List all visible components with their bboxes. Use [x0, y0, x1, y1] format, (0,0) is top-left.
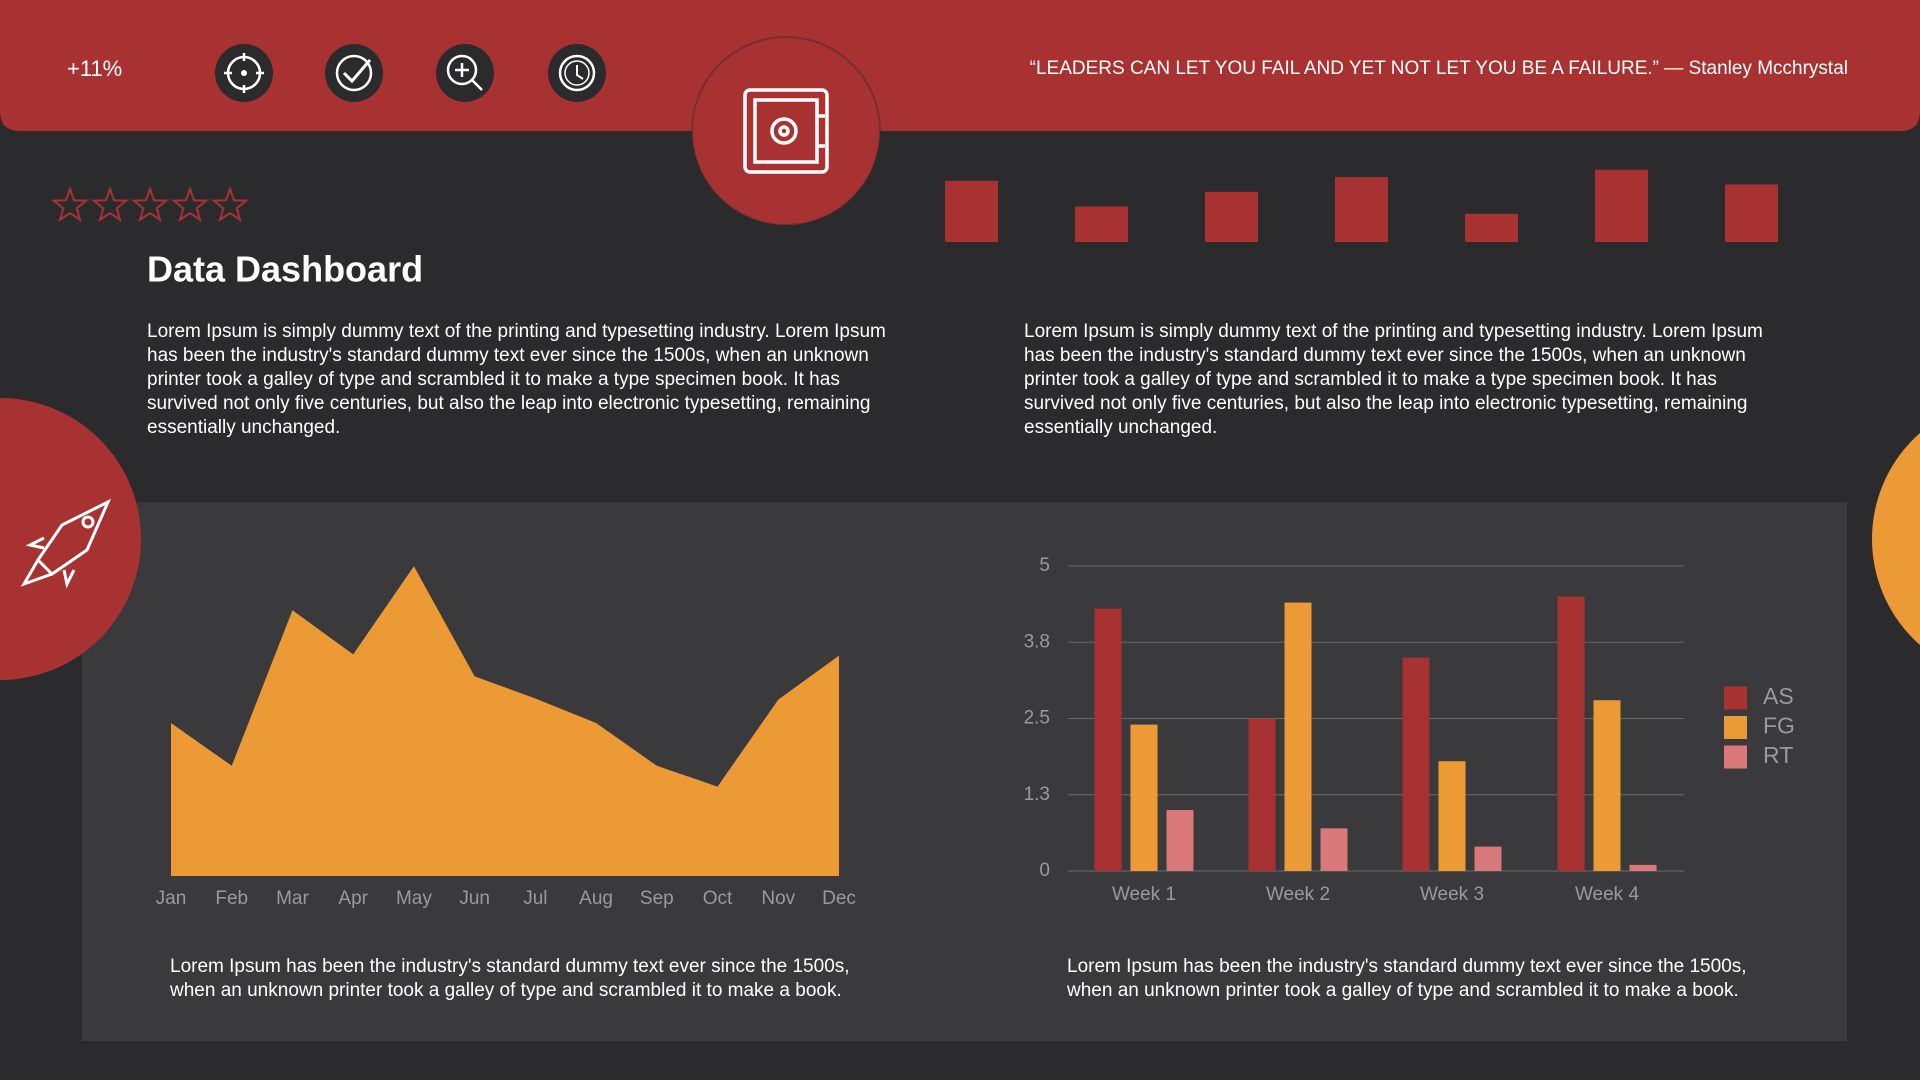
rating-stars [51, 186, 249, 223]
bar [1438, 761, 1466, 871]
legend-label: FG [1763, 713, 1795, 739]
x-tick-label: Aug [579, 888, 613, 909]
quote: “LEADERS CAN LET YOU FAIL AND YET NOT LE… [1030, 58, 1848, 79]
x-tick-label: Nov [761, 888, 795, 909]
y-tick-label: 1.3 [1024, 784, 1050, 805]
x-tick-label: Dec [822, 888, 856, 909]
bar [1130, 724, 1158, 871]
legend-label: RT [1763, 742, 1793, 768]
star [171, 186, 209, 223]
y-tick-label: 0 [1039, 860, 1050, 881]
star [51, 186, 89, 223]
bar [1595, 169, 1648, 242]
caption: Lorem Ipsum has been the industry's stan… [170, 956, 850, 1001]
bar [1335, 177, 1388, 242]
bar [1094, 608, 1122, 871]
bar [1205, 191, 1258, 242]
x-tick-label: Jan [156, 888, 187, 909]
x-tick-label: Week 4 [1575, 884, 1640, 905]
deco-circle [0, 398, 141, 680]
x-tick-label: Week 3 [1420, 884, 1484, 905]
icon-clock[interactable] [548, 44, 606, 102]
center-badge [691, 36, 881, 226]
bar [1465, 213, 1518, 242]
bar [1725, 184, 1778, 242]
bar [1593, 700, 1621, 871]
deco-circle [1872, 433, 1920, 645]
x-tick-label: Feb [215, 888, 248, 909]
bar [1284, 602, 1312, 871]
paragraph: Lorem Ipsum is simply dummy text of the … [1024, 321, 1763, 438]
page-title: Data Dashboard [147, 249, 423, 290]
legend-swatch [1724, 686, 1747, 710]
star [131, 186, 169, 223]
bar [1166, 810, 1194, 871]
stat: +11% [67, 56, 122, 81]
legend-swatch [1724, 745, 1747, 769]
y-tick-label: 5 [1039, 555, 1050, 576]
legend-label: AS [1763, 683, 1794, 709]
bar [1320, 828, 1348, 871]
icon-check[interactable] [325, 44, 383, 102]
bar [1557, 596, 1585, 871]
star [211, 186, 249, 223]
x-tick-label: Jul [523, 888, 547, 909]
icon-zoom[interactable] [436, 44, 494, 102]
x-tick-label: Sep [640, 888, 674, 909]
bar [1474, 846, 1502, 871]
caption: Lorem Ipsum has been the industry's stan… [1067, 956, 1747, 1001]
rocket-icon [20, 498, 112, 589]
x-tick-label: Mar [276, 888, 309, 909]
legend-swatch [1724, 716, 1747, 739]
star [91, 186, 129, 223]
icon-target[interactable] [215, 44, 273, 102]
header-band [0, 0, 1920, 131]
y-tick-label: 3.8 [1024, 631, 1050, 652]
x-tick-label: Jun [459, 888, 490, 909]
safe-icon [743, 88, 829, 174]
x-tick-label: Week 2 [1266, 884, 1330, 905]
bar [945, 180, 998, 242]
bar [1248, 718, 1276, 871]
x-tick-label: May [396, 888, 432, 909]
area [171, 566, 839, 876]
bar [1075, 206, 1128, 242]
bar [1629, 864, 1657, 871]
x-tick-label: Week 1 [1112, 884, 1176, 905]
paragraph: Lorem Ipsum is simply dummy text of the … [147, 321, 886, 438]
bar [1402, 657, 1430, 871]
x-tick-label: Apr [338, 888, 368, 909]
y-tick-label: 2.5 [1024, 708, 1050, 729]
x-tick-label: Oct [703, 888, 733, 909]
